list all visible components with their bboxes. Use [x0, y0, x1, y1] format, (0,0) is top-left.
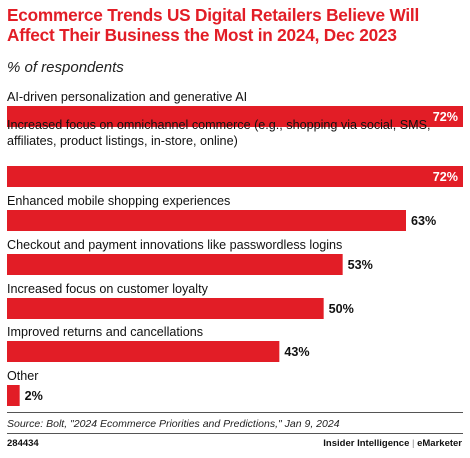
bar [7, 106, 463, 127]
value-label: 63% [411, 214, 436, 228]
bar [7, 385, 20, 406]
value-label: 53% [348, 258, 373, 272]
footer-divider-top [7, 412, 463, 413]
chart-title: Ecommerce Trends US Digital Retailers Be… [7, 5, 420, 45]
bar [7, 298, 324, 319]
source-note: Source: Bolt, "2024 Ecommerce Priorities… [7, 418, 340, 430]
bar [7, 166, 463, 187]
chart-id: 284434 [7, 438, 39, 449]
category-label: Other [7, 369, 39, 383]
brand-separator: | [412, 438, 415, 449]
value-label: 72% [433, 110, 458, 124]
category-label: affiliates, product listings, in-store, … [7, 134, 238, 148]
bar-chart: AI-driven personalization and generative… [7, 90, 463, 406]
brand-credit: Insider Intelligence | eMarketer [323, 438, 462, 449]
bar [7, 254, 343, 275]
bar [7, 210, 406, 231]
value-label: 72% [433, 170, 458, 184]
value-label: 43% [284, 345, 309, 359]
category-label: Increased focus on customer loyalty [7, 282, 209, 296]
category-label: Increased focus on omnichannel commerce … [7, 118, 431, 132]
category-label: AI-driven personalization and generative… [7, 90, 247, 104]
footer-divider-bottom [7, 433, 463, 434]
chart-subtitle: % of respondents [7, 59, 124, 76]
category-label: Enhanced mobile shopping experiences [7, 194, 230, 208]
category-label: Improved returns and cancellations [7, 325, 203, 339]
value-label: 50% [329, 302, 354, 316]
value-label: 2% [25, 389, 43, 403]
brand-insider-intelligence: Insider Intelligence [323, 438, 410, 449]
bar [7, 341, 280, 362]
brand-emarketer: eMarketer [417, 438, 462, 449]
category-label: Checkout and payment innovations like pa… [7, 238, 342, 252]
